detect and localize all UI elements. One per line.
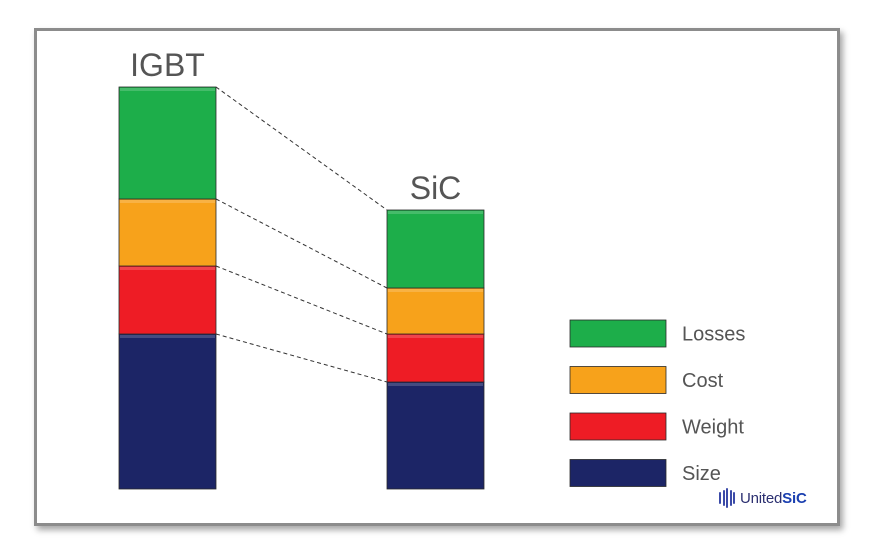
bar-igbt-size: [118, 333, 217, 490]
category-label-igbt: IGBT: [130, 47, 205, 83]
bar-highlight: [388, 383, 483, 386]
legend-swatch-weight: [569, 412, 667, 441]
bar-sic-losses: [386, 209, 485, 289]
connector-line: [215, 333, 388, 383]
unitedsic-logo: UnitedSiC: [719, 486, 807, 510]
legend-label-weight: Weight: [682, 417, 744, 439]
category-labels: IGBT SiC: [130, 47, 461, 206]
legend-label-losses: Losses: [682, 324, 745, 346]
legend-swatch-cost: [569, 366, 667, 394]
connector-line: [215, 86, 388, 211]
bar-highlight: [120, 335, 215, 338]
bar-sic-weight: [386, 333, 485, 383]
bar-highlight: [388, 211, 483, 214]
bar-igbt-weight: [118, 265, 217, 335]
bar-igbt-cost: [118, 198, 217, 267]
connector-line: [215, 265, 388, 335]
bars: [118, 86, 485, 490]
bar-sic-cost: [386, 287, 485, 335]
bar-igbt-losses: [118, 86, 217, 200]
logo-wordmark: UnitedSiC: [740, 490, 807, 507]
bar-sic-size: [386, 381, 485, 490]
bar-highlight: [120, 200, 215, 203]
legend-label-cost: Cost: [682, 370, 724, 392]
logo-mark-icon: [719, 488, 737, 508]
bar-highlight: [388, 335, 483, 338]
bar-highlight: [120, 267, 215, 270]
legend: Losses Cost Weight Size: [569, 319, 745, 487]
logo-suffix: SiC: [782, 489, 807, 507]
legend-swatch-losses: [569, 319, 667, 348]
legend-swatch-size: [569, 459, 667, 487]
connector-line: [215, 198, 388, 289]
legend-label-size: Size: [682, 463, 721, 485]
bar-highlight: [388, 289, 483, 292]
category-label-sic: SiC: [410, 170, 462, 206]
logo-prefix: United: [740, 489, 783, 507]
connector-lines: [215, 86, 388, 383]
bar-highlight: [120, 88, 215, 91]
